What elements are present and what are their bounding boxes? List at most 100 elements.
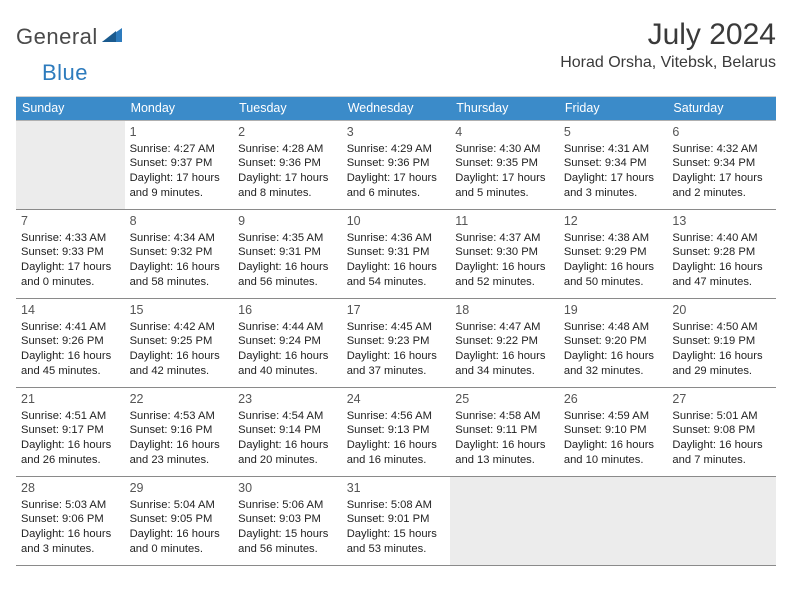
day-number: 27: [672, 391, 771, 408]
calendar-cell: 14Sunrise: 4:41 AMSunset: 9:26 PMDayligh…: [16, 299, 125, 388]
sunset-text: Sunset: 9:35 PM: [455, 156, 554, 171]
title-block: July 2024 Horad Orsha, Vitebsk, Belarus: [560, 18, 776, 78]
sunset-text: Sunset: 9:31 PM: [347, 245, 446, 260]
daylight-text: Daylight: 16 hours: [21, 349, 120, 364]
sunset-text: Sunset: 9:03 PM: [238, 512, 337, 527]
daylight-text: and 5 minutes.: [455, 186, 554, 201]
day-number: 17: [347, 302, 446, 319]
calendar-cell: 5Sunrise: 4:31 AMSunset: 9:34 PMDaylight…: [559, 121, 668, 210]
daylight-text: Daylight: 16 hours: [21, 527, 120, 542]
calendar-cell: 10Sunrise: 4:36 AMSunset: 9:31 PMDayligh…: [342, 210, 451, 299]
sunrise-text: Sunrise: 4:41 AM: [21, 320, 120, 335]
daylight-text: Daylight: 16 hours: [347, 438, 446, 453]
daylight-text: and 3 minutes.: [564, 186, 663, 201]
sunset-text: Sunset: 9:29 PM: [564, 245, 663, 260]
sunset-text: Sunset: 9:28 PM: [672, 245, 771, 260]
daylight-text: and 37 minutes.: [347, 364, 446, 379]
calendar-cell: 25Sunrise: 4:58 AMSunset: 9:11 PMDayligh…: [450, 388, 559, 477]
sunrise-text: Sunrise: 5:08 AM: [347, 498, 446, 513]
day-number: 23: [238, 391, 337, 408]
daylight-text: and 40 minutes.: [238, 364, 337, 379]
daylight-text: Daylight: 16 hours: [672, 260, 771, 275]
sunset-text: Sunset: 9:25 PM: [130, 334, 229, 349]
sunset-text: Sunset: 9:34 PM: [672, 156, 771, 171]
calendar-cell: 18Sunrise: 4:47 AMSunset: 9:22 PMDayligh…: [450, 299, 559, 388]
day-number: 20: [672, 302, 771, 319]
daylight-text: and 10 minutes.: [564, 453, 663, 468]
sunset-text: Sunset: 9:19 PM: [672, 334, 771, 349]
sunrise-text: Sunrise: 4:56 AM: [347, 409, 446, 424]
sunset-text: Sunset: 9:11 PM: [455, 423, 554, 438]
day-number: 9: [238, 213, 337, 230]
day-number: 16: [238, 302, 337, 319]
daylight-text: Daylight: 17 hours: [21, 260, 120, 275]
sunset-text: Sunset: 9:33 PM: [21, 245, 120, 260]
calendar-cell: 2Sunrise: 4:28 AMSunset: 9:36 PMDaylight…: [233, 121, 342, 210]
calendar-cell: 9Sunrise: 4:35 AMSunset: 9:31 PMDaylight…: [233, 210, 342, 299]
daylight-text: Daylight: 16 hours: [130, 438, 229, 453]
sunrise-text: Sunrise: 4:53 AM: [130, 409, 229, 424]
dayhead-thursday: Thursday: [450, 97, 559, 121]
sunrise-text: Sunrise: 4:51 AM: [21, 409, 120, 424]
sunset-text: Sunset: 9:26 PM: [21, 334, 120, 349]
dayhead-wednesday: Wednesday: [342, 97, 451, 121]
sunset-text: Sunset: 9:10 PM: [564, 423, 663, 438]
sunrise-text: Sunrise: 4:35 AM: [238, 231, 337, 246]
calendar-cell: 24Sunrise: 4:56 AMSunset: 9:13 PMDayligh…: [342, 388, 451, 477]
daylight-text: Daylight: 16 hours: [130, 260, 229, 275]
daylight-text: Daylight: 16 hours: [21, 438, 120, 453]
daylight-text: Daylight: 16 hours: [455, 438, 554, 453]
daylight-text: and 50 minutes.: [564, 275, 663, 290]
calendar-cell: 12Sunrise: 4:38 AMSunset: 9:29 PMDayligh…: [559, 210, 668, 299]
daylight-text: Daylight: 16 hours: [455, 260, 554, 275]
sunrise-text: Sunrise: 5:06 AM: [238, 498, 337, 513]
daylight-text: Daylight: 16 hours: [238, 260, 337, 275]
sunset-text: Sunset: 9:36 PM: [347, 156, 446, 171]
daylight-text: Daylight: 17 hours: [564, 171, 663, 186]
daylight-text: and 8 minutes.: [238, 186, 337, 201]
calendar-cell: 1Sunrise: 4:27 AMSunset: 9:37 PMDaylight…: [125, 121, 234, 210]
daylight-text: Daylight: 16 hours: [564, 438, 663, 453]
sunset-text: Sunset: 9:30 PM: [455, 245, 554, 260]
sunrise-text: Sunrise: 4:36 AM: [347, 231, 446, 246]
sunset-text: Sunset: 9:17 PM: [21, 423, 120, 438]
daylight-text: and 9 minutes.: [130, 186, 229, 201]
sunset-text: Sunset: 9:31 PM: [238, 245, 337, 260]
day-number: 6: [672, 124, 771, 141]
sunset-text: Sunset: 9:23 PM: [347, 334, 446, 349]
day-number: 1: [130, 124, 229, 141]
daylight-text: and 45 minutes.: [21, 364, 120, 379]
daylight-text: and 13 minutes.: [455, 453, 554, 468]
day-number: 14: [21, 302, 120, 319]
calendar-cell-empty: [16, 121, 125, 210]
sunrise-text: Sunrise: 4:42 AM: [130, 320, 229, 335]
calendar-cell: 15Sunrise: 4:42 AMSunset: 9:25 PMDayligh…: [125, 299, 234, 388]
sunset-text: Sunset: 9:06 PM: [21, 512, 120, 527]
sunrise-text: Sunrise: 4:38 AM: [564, 231, 663, 246]
sunrise-text: Sunrise: 4:34 AM: [130, 231, 229, 246]
daylight-text: and 54 minutes.: [347, 275, 446, 290]
day-number: 25: [455, 391, 554, 408]
calendar-cell-empty: [450, 477, 559, 566]
dayhead-saturday: Saturday: [667, 97, 776, 121]
calendar-cell: 11Sunrise: 4:37 AMSunset: 9:30 PMDayligh…: [450, 210, 559, 299]
day-number: 3: [347, 124, 446, 141]
calendar-cell-empty: [667, 477, 776, 566]
sunrise-text: Sunrise: 4:33 AM: [21, 231, 120, 246]
daylight-text: Daylight: 16 hours: [347, 260, 446, 275]
calendar-cell: 7Sunrise: 4:33 AMSunset: 9:33 PMDaylight…: [16, 210, 125, 299]
sunset-text: Sunset: 9:20 PM: [564, 334, 663, 349]
sunrise-text: Sunrise: 4:29 AM: [347, 142, 446, 157]
daylight-text: Daylight: 16 hours: [672, 349, 771, 364]
daylight-text: Daylight: 17 hours: [455, 171, 554, 186]
sunrise-text: Sunrise: 4:44 AM: [238, 320, 337, 335]
daylight-text: Daylight: 16 hours: [564, 260, 663, 275]
daylight-text: and 7 minutes.: [672, 453, 771, 468]
calendar-cell: 22Sunrise: 4:53 AMSunset: 9:16 PMDayligh…: [125, 388, 234, 477]
day-number: 11: [455, 213, 554, 230]
calendar-cell: 23Sunrise: 4:54 AMSunset: 9:14 PMDayligh…: [233, 388, 342, 477]
sunrise-text: Sunrise: 4:54 AM: [238, 409, 337, 424]
day-number: 13: [672, 213, 771, 230]
calendar-cell: 16Sunrise: 4:44 AMSunset: 9:24 PMDayligh…: [233, 299, 342, 388]
sunset-text: Sunset: 9:01 PM: [347, 512, 446, 527]
